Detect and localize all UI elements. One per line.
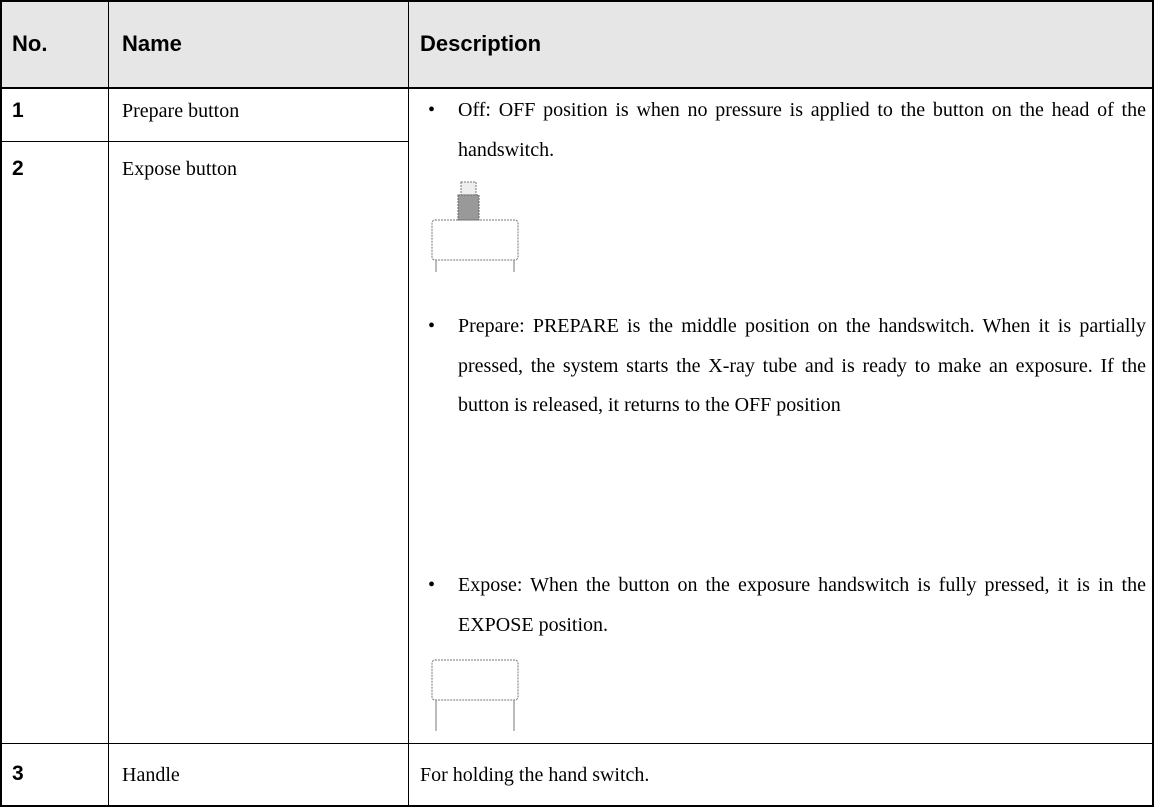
border: [1152, 0, 1154, 807]
border: [108, 0, 109, 807]
row-no: 2: [12, 157, 24, 180]
header-name: Name: [122, 31, 182, 56]
row-name: Expose button: [122, 158, 237, 180]
header-description: Description: [420, 31, 542, 56]
expose-icon: [431, 659, 519, 731]
description-item: Expose: When the button on the exposure …: [428, 566, 1146, 645]
border: [0, 87, 1154, 89]
row-name: Handle: [122, 764, 180, 786]
row-description: For holding the hand switch.: [420, 764, 650, 786]
border: [0, 0, 2, 807]
header-no: No.: [12, 31, 48, 56]
row-name: Prepare button: [122, 100, 240, 122]
border: [0, 0, 1154, 2]
description-item: Off: OFF position is when no pressure is…: [428, 91, 1146, 170]
row-no: 1: [12, 99, 24, 122]
description-item: Prepare: PREPARE is the middle position …: [428, 307, 1146, 426]
border: [408, 0, 409, 807]
header-background: [1, 0, 1153, 88]
border: [0, 805, 1154, 807]
border: [0, 141, 408, 142]
row-no: 3: [12, 762, 24, 785]
off-icon: [431, 181, 519, 272]
border: [0, 743, 1154, 744]
